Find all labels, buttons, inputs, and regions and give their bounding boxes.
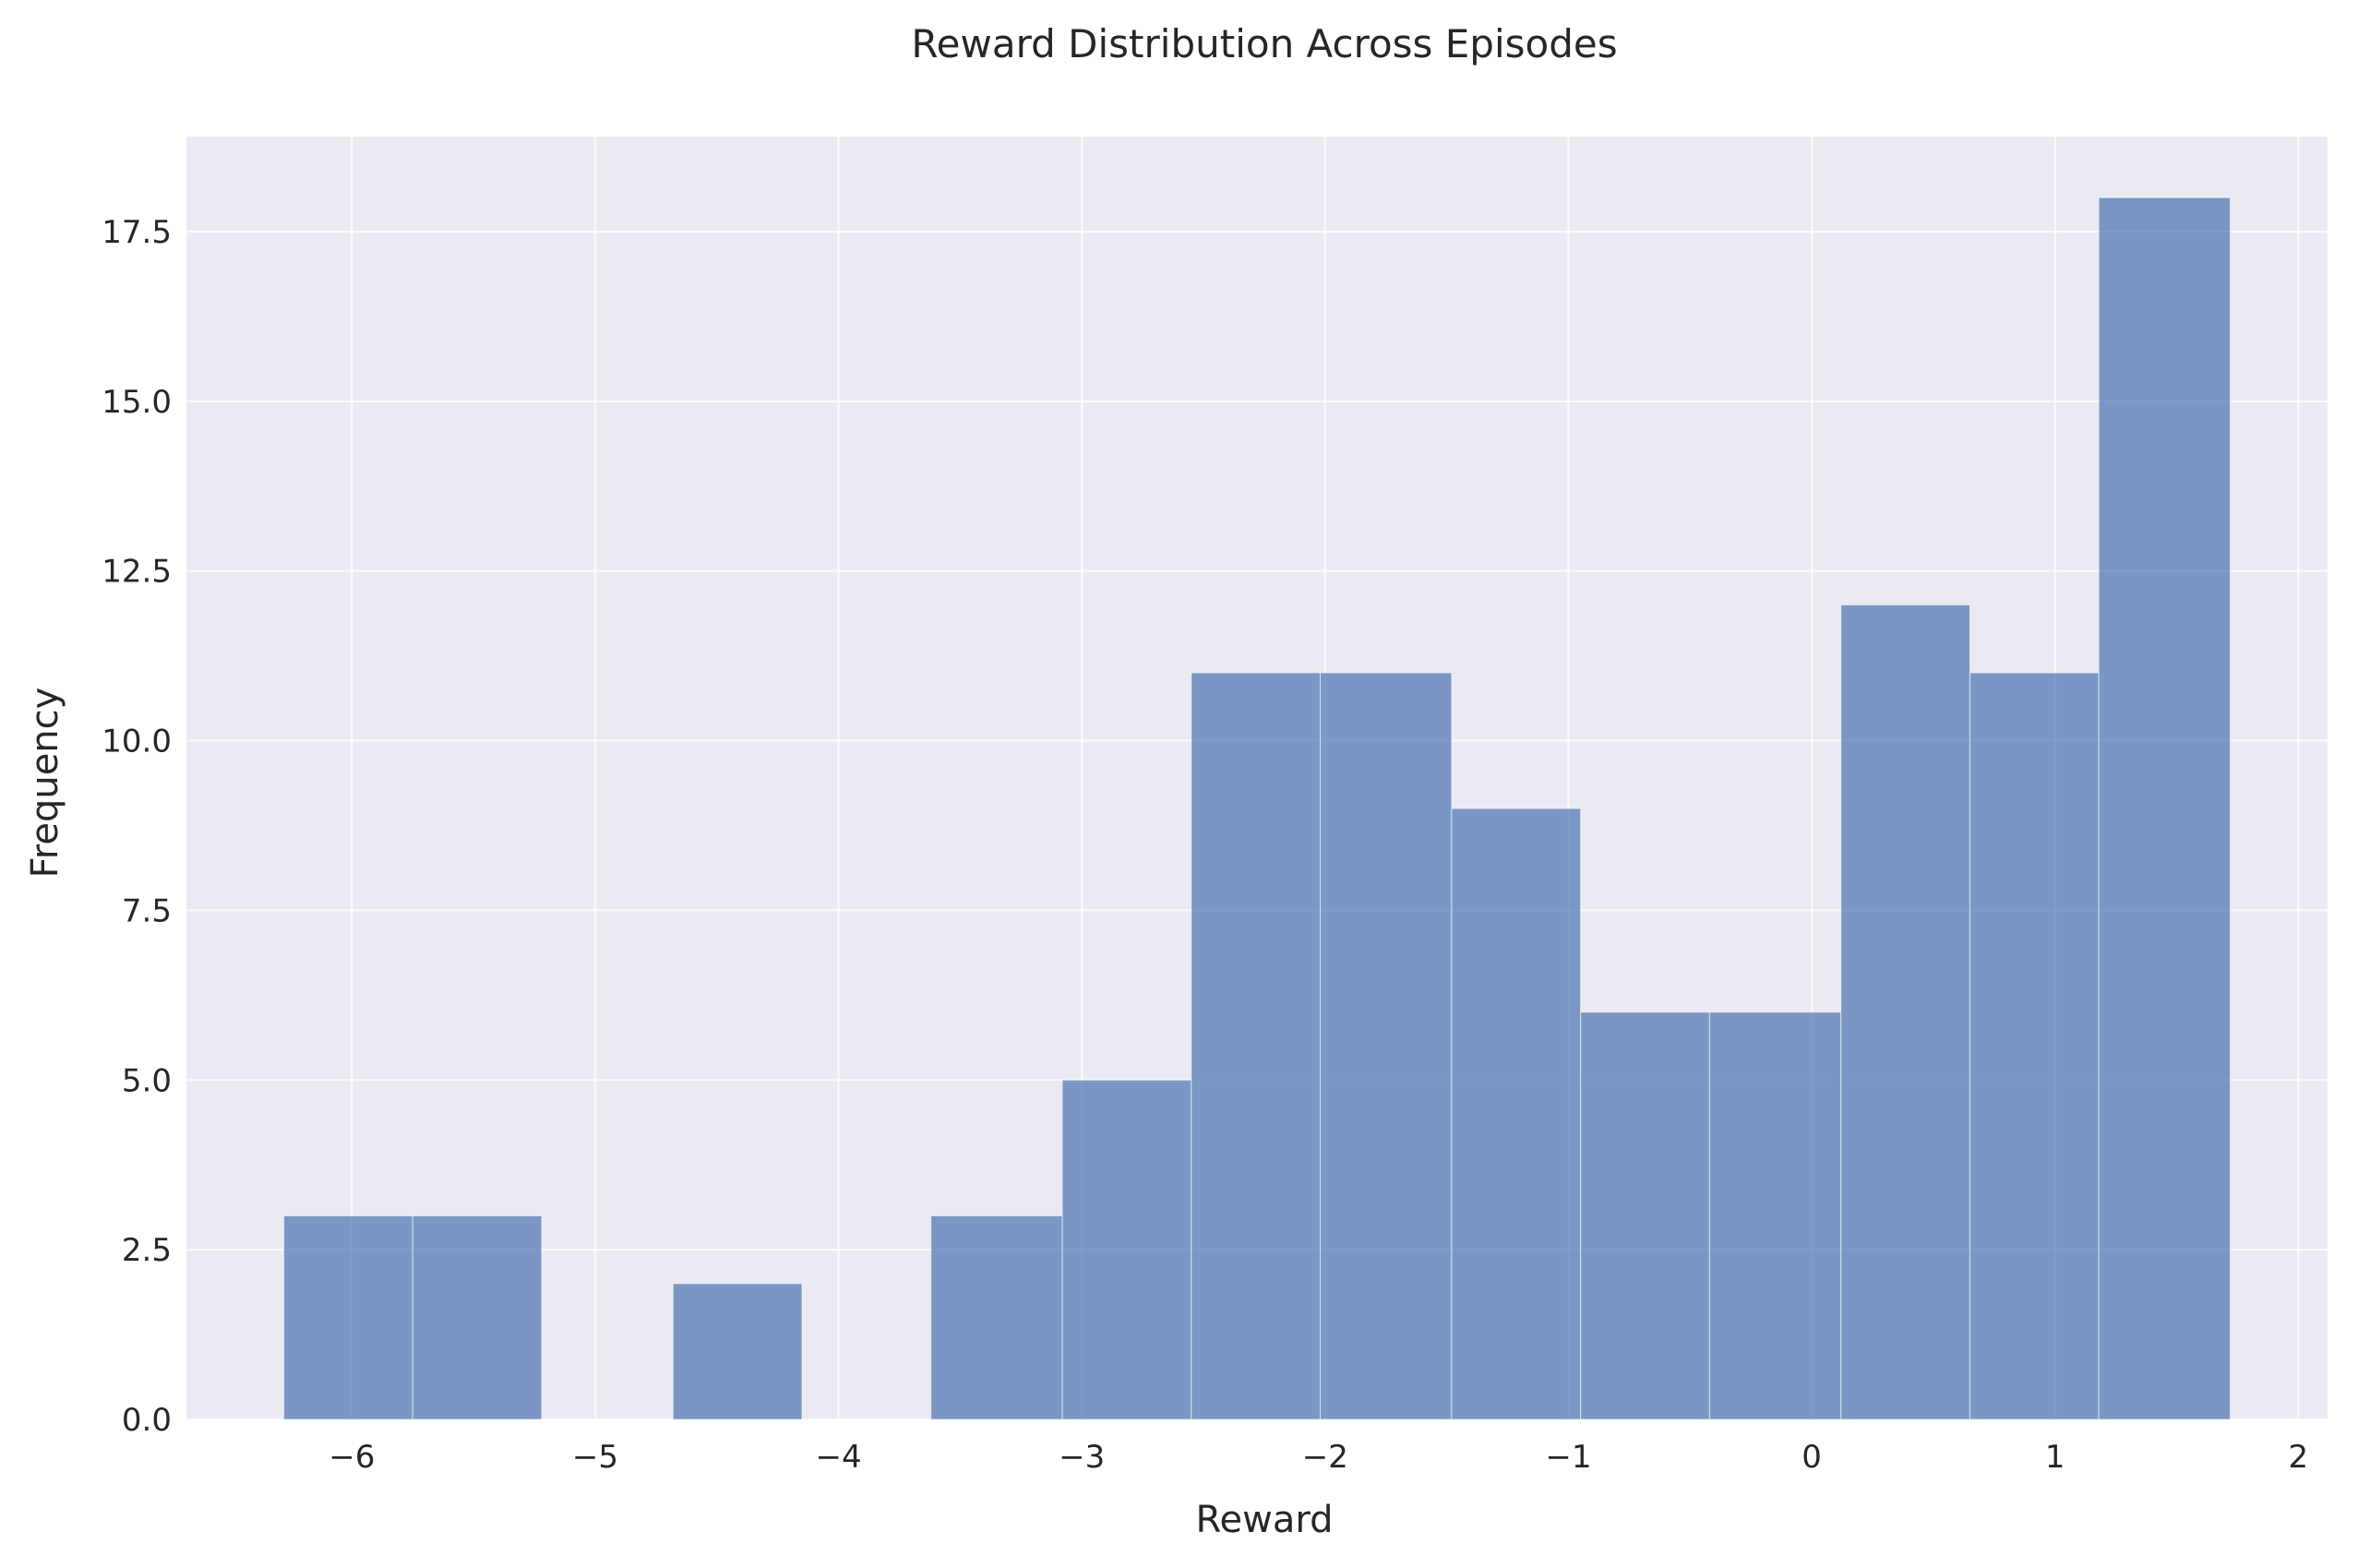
x-axis-ticks: −6 −5 −4 −3 −2 −1 0 1 2 xyxy=(329,1439,2308,1476)
x-tick-label: 0 xyxy=(1801,1439,1822,1476)
histogram-bar xyxy=(930,1215,1063,1420)
histogram-bar xyxy=(1061,1079,1192,1420)
histogram-bar xyxy=(412,1215,543,1420)
x-tick-label: −1 xyxy=(1545,1439,1591,1476)
x-tick-label: −3 xyxy=(1059,1439,1105,1476)
bars xyxy=(282,197,2232,1420)
x-tick-label: −2 xyxy=(1302,1439,1348,1476)
histogram-bar xyxy=(1840,604,1970,1420)
histogram-bar xyxy=(1451,808,1582,1420)
histogram-bar xyxy=(1191,672,1322,1420)
y-axis-ticks: 0.0 2.5 5.0 7.5 10.0 12.5 15.0 17.5 xyxy=(102,214,172,1439)
y-tick-label: 2.5 xyxy=(122,1232,172,1269)
histogram-bar xyxy=(1580,1011,1710,1420)
x-tick-label: −5 xyxy=(572,1439,618,1476)
x-tick-label: −4 xyxy=(815,1439,861,1476)
y-tick-label: 12.5 xyxy=(102,554,172,591)
y-tick-label: 17.5 xyxy=(102,214,172,251)
histogram-bar xyxy=(1320,672,1453,1420)
y-tick-label: 7.5 xyxy=(122,892,172,929)
histogram-bar xyxy=(1708,1011,1842,1420)
y-tick-label: 15.0 xyxy=(102,384,172,421)
y-axis-label: Frequency xyxy=(24,688,66,879)
x-tick-label: 2 xyxy=(2289,1439,2309,1476)
y-tick-label: 10.0 xyxy=(102,724,172,760)
y-tick-label: 5.0 xyxy=(122,1062,172,1099)
histogram-bar xyxy=(282,1215,413,1420)
x-tick-label: 1 xyxy=(2045,1439,2065,1476)
histogram-bar xyxy=(2098,197,2232,1420)
histogram-bar xyxy=(672,1283,803,1420)
histogram-bar xyxy=(1969,672,2100,1420)
x-tick-label: −6 xyxy=(329,1439,375,1476)
x-axis-label: Reward xyxy=(1196,1499,1334,1541)
chart-title: Reward Distribution Across Episodes xyxy=(911,21,1617,66)
y-tick-label: 0.0 xyxy=(122,1402,172,1439)
